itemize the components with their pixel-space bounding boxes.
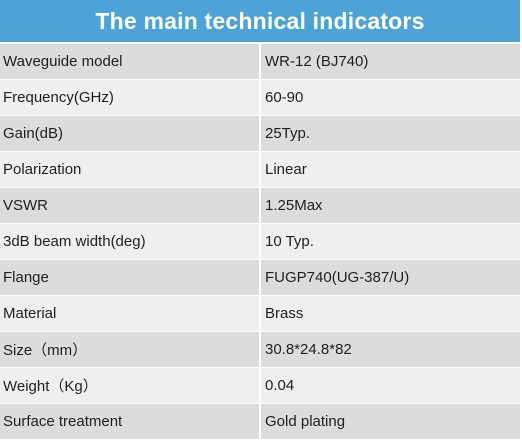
row-label: 3dB beam width(deg): [0, 222, 261, 260]
row-value: 60-90: [260, 78, 520, 116]
table-row: Waveguide model WR-12 (BJ740): [0, 42, 520, 80]
row-label: Flange: [0, 258, 261, 296]
table-title-row: The main technical indicators: [0, 0, 520, 44]
table-row: Flange FUGP740(UG-387/U): [0, 258, 520, 296]
table-row: Gain(dB) 25Typ.: [0, 114, 520, 152]
row-value: 0.04: [260, 366, 520, 404]
row-label: VSWR: [0, 186, 261, 224]
table-row: 3dB beam width(deg) 10 Typ.: [0, 222, 520, 260]
table-row: Material Brass: [0, 294, 520, 332]
table-row: Polarization Linear: [0, 150, 520, 188]
row-label: Frequency(GHz): [0, 78, 261, 116]
table-row: Frequency(GHz) 60-90: [0, 78, 520, 116]
table-row: Weight（Kg） 0.04: [0, 366, 520, 404]
row-label: Size（mm）: [0, 330, 261, 368]
table-row: Surface treatment Gold plating: [0, 402, 520, 441]
row-value: Brass: [260, 294, 520, 332]
row-label: Gain(dB): [0, 114, 261, 152]
row-label: Material: [0, 294, 261, 332]
row-value: Linear: [260, 150, 520, 188]
row-value: 10 Typ.: [260, 222, 520, 260]
table-row: Size（mm） 30.8*24.8*82: [0, 330, 520, 368]
table-row: VSWR 1.25Max: [0, 186, 520, 224]
table-title: The main technical indicators: [0, 0, 520, 44]
row-label: Weight（Kg）: [0, 366, 261, 404]
row-value: 1.25Max: [260, 186, 520, 224]
row-value: 30.8*24.8*82: [260, 330, 520, 368]
row-value: 25Typ.: [260, 114, 520, 152]
row-value: WR-12 (BJ740): [260, 42, 520, 80]
row-label: Polarization: [0, 150, 261, 188]
row-label: Surface treatment: [0, 402, 261, 441]
row-label: Waveguide model: [0, 42, 261, 80]
row-value: Gold plating: [260, 402, 520, 441]
row-value: FUGP740(UG-387/U): [260, 258, 520, 296]
